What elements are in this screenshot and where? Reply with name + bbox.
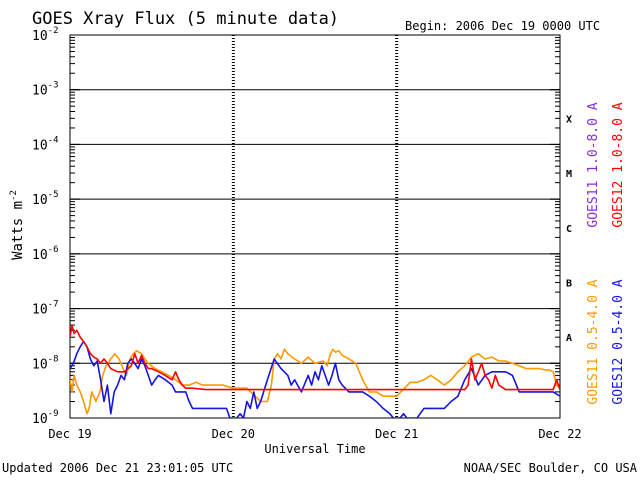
flare-class-label: C <box>566 224 572 235</box>
footer-credit: NOAA/SEC Boulder, CO USA <box>464 461 638 475</box>
y-tick-label: 10-2 <box>32 26 59 44</box>
y-tick-label: 10-9 <box>32 409 59 427</box>
y-tick-label: 10-5 <box>32 190 59 208</box>
y-axis-label-text: Watts m <box>10 201 26 260</box>
goes12-short-line <box>70 340 560 418</box>
footer-updated: Updated 2006 Dec 21 23:01:05 UTC <box>2 461 233 475</box>
flare-class-label: X <box>566 114 572 125</box>
flare-class-label: A <box>566 333 572 344</box>
y-tick-label: 10-3 <box>32 81 59 99</box>
legend-goes11-long: GOES11 1.0-8.0 A <box>586 102 601 227</box>
y-tick-label: 10-6 <box>32 245 59 263</box>
flare-class-label: B <box>566 278 572 289</box>
y-axis-label: Watts m-2 <box>9 190 26 260</box>
legend-goes11-short: GOES11 0.5-4.0 A <box>586 279 601 404</box>
goes11-short-line <box>70 348 560 415</box>
legend-goes12-short: GOES12 0.5-4.0 A <box>611 279 626 404</box>
x-tick-label: Dec 22 <box>538 427 581 441</box>
flare-class-label: M <box>566 169 572 180</box>
legend-goes12-long: GOES12 1.0-8.0 A <box>611 102 626 227</box>
y-axis-label-exponent: -2 <box>9 190 19 201</box>
plot-frame <box>69 34 561 419</box>
x-tick-label: Dec 20 <box>212 427 255 441</box>
begin-label: Begin: 2006 Dec 19 0000 UTC <box>405 19 600 33</box>
svg-text:Watts m-2: Watts m-2 <box>9 190 26 260</box>
x-tick-label: Dec 19 <box>48 427 91 441</box>
x-tick-label: Dec 21 <box>375 427 418 441</box>
y-tick-label: 10-4 <box>32 135 59 153</box>
goes12-long-line <box>70 324 560 391</box>
x-axis-label: Universal Time <box>264 442 365 456</box>
y-tick-label: 10-7 <box>32 300 59 318</box>
chart-title: GOES Xray Flux (5 minute data) <box>32 9 339 29</box>
y-tick-label: 10-8 <box>32 354 59 372</box>
